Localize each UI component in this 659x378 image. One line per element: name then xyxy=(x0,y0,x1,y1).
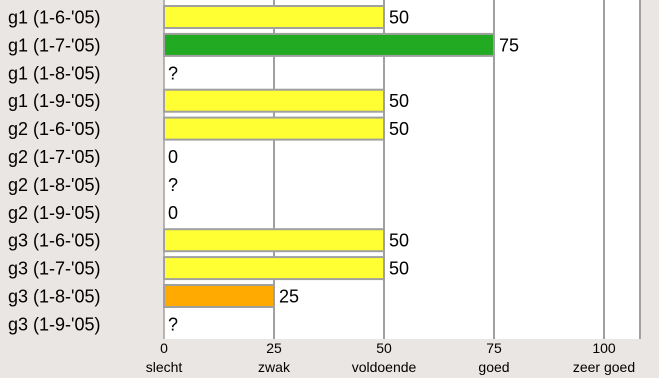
category-label: g2 (1-6-'05) xyxy=(8,119,100,139)
x-tick-word: zeer goed xyxy=(573,359,635,375)
value-label: 50 xyxy=(389,8,409,28)
bar xyxy=(163,88,385,113)
category-label: g1 (1-8-'05) xyxy=(8,63,100,83)
category-label: g2 (1-7-'05) xyxy=(8,147,100,167)
bar xyxy=(163,5,385,29)
x-tick-word: slecht xyxy=(146,359,183,375)
bar xyxy=(163,256,385,281)
category-label: g2 (1-8-'05) xyxy=(8,175,100,195)
x-tick-word: goed xyxy=(478,359,509,375)
category-label: g1 (1-9-'05) xyxy=(8,91,100,111)
category-label: g3 (1-9-'05) xyxy=(8,314,100,334)
value-label: ? xyxy=(168,175,178,195)
category-label: g2 (1-9-'05) xyxy=(8,203,100,223)
value-label: 50 xyxy=(389,259,409,279)
x-tick-label: 0 xyxy=(160,340,168,356)
x-tick-label: 50 xyxy=(376,340,392,356)
category-label: g3 (1-8-'05) xyxy=(8,287,100,307)
x-tick-word: voldoende xyxy=(352,359,417,375)
bar xyxy=(163,228,385,253)
x-tick-word: zwak xyxy=(258,359,291,375)
category-label: g3 (1-6-'05) xyxy=(8,231,100,251)
value-label: 50 xyxy=(389,91,409,111)
value-label: 0 xyxy=(168,147,178,167)
bar xyxy=(163,116,385,141)
category-label: g1 (1-6-'05) xyxy=(8,8,100,28)
value-label: ? xyxy=(168,314,178,334)
value-label: 0 xyxy=(168,203,178,223)
value-label: ? xyxy=(168,63,178,83)
value-label: 50 xyxy=(389,231,409,251)
x-tick-label: 25 xyxy=(266,340,282,356)
category-label: g1 (1-7-'05) xyxy=(8,35,100,55)
x-tick-label: 100 xyxy=(592,340,616,356)
value-label: 50 xyxy=(389,119,409,139)
x-tick-label: 75 xyxy=(486,340,502,356)
bar xyxy=(163,284,275,308)
value-label: 75 xyxy=(499,35,519,55)
bar xyxy=(163,32,495,57)
category-label: g3 (1-7-'05) xyxy=(8,259,100,279)
value-label: 25 xyxy=(279,287,299,307)
